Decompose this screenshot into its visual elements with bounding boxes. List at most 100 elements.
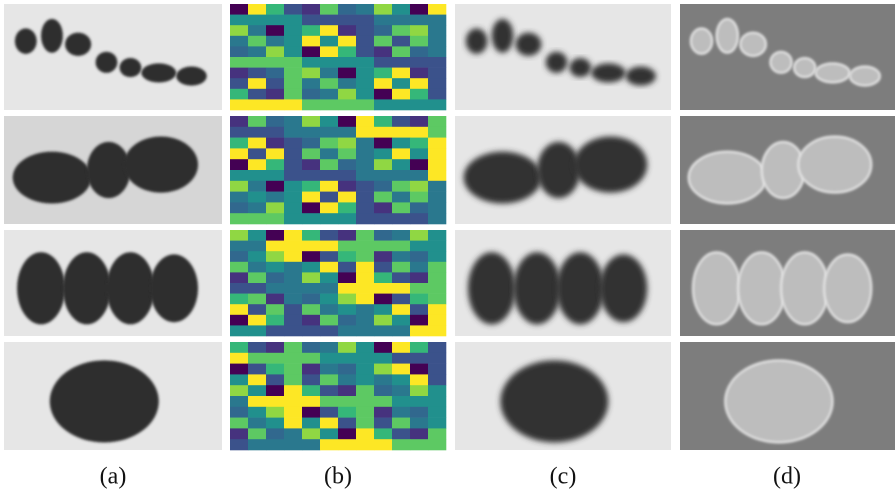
heatmap-cell bbox=[284, 89, 302, 100]
heatmap-cell bbox=[392, 4, 410, 15]
heatmap-cell bbox=[374, 364, 392, 375]
cell bbox=[87, 142, 131, 198]
cell bbox=[96, 52, 118, 73]
heatmap-cell bbox=[248, 181, 266, 192]
heatmap-cell bbox=[338, 283, 356, 294]
heatmap-cell bbox=[284, 315, 302, 326]
heatmap-cell bbox=[284, 99, 302, 110]
heatmap-cell bbox=[230, 230, 248, 241]
heatmap-cell bbox=[338, 272, 356, 283]
cell bbox=[824, 254, 871, 322]
cell bbox=[693, 252, 740, 324]
heatmap-cell bbox=[320, 315, 338, 326]
heatmap-cell bbox=[356, 116, 374, 127]
heatmap-cell bbox=[428, 272, 446, 283]
heatmap-cell bbox=[356, 15, 374, 26]
heatmap-cell bbox=[248, 396, 266, 407]
heatmap-cell bbox=[248, 4, 266, 15]
cell bbox=[537, 142, 580, 198]
heatmap-cell bbox=[338, 148, 356, 159]
heatmap-cell bbox=[248, 294, 266, 305]
heatmap-cell bbox=[356, 396, 374, 407]
cell bbox=[794, 58, 816, 77]
heatmap-cell bbox=[356, 99, 374, 110]
heatmap-cell bbox=[374, 148, 392, 159]
heatmap-cell bbox=[230, 262, 248, 273]
heatmap-cell bbox=[428, 127, 446, 138]
heatmap-cell bbox=[266, 428, 284, 439]
heatmap-cell bbox=[428, 192, 446, 203]
heatmap-cell bbox=[320, 283, 338, 294]
heatmap-cell bbox=[284, 170, 302, 181]
heatmap-cell bbox=[302, 15, 320, 26]
heatmap-cell bbox=[248, 315, 266, 326]
heatmap-cell bbox=[428, 159, 446, 170]
cell bbox=[492, 19, 514, 53]
heatmap-cell bbox=[356, 4, 374, 15]
heatmap-cell bbox=[356, 25, 374, 36]
heatmap-cell bbox=[266, 315, 284, 326]
heatmap-cell bbox=[392, 46, 410, 57]
heatmap-cell bbox=[374, 192, 392, 203]
heatmap-cell bbox=[302, 251, 320, 262]
heatmap-cell bbox=[266, 15, 284, 26]
heatmap-cell bbox=[338, 428, 356, 439]
heatmap-cell bbox=[284, 4, 302, 15]
heatmap-cell bbox=[428, 407, 446, 418]
heatmap-cell bbox=[248, 283, 266, 294]
heatmap-cell bbox=[410, 15, 428, 26]
heatmap-cell bbox=[248, 170, 266, 181]
heatmap-cell bbox=[356, 439, 374, 450]
heatmap-cell bbox=[230, 428, 248, 439]
heatmap-cell bbox=[248, 57, 266, 68]
heatmap-cell bbox=[248, 116, 266, 127]
heatmap-cell bbox=[356, 304, 374, 315]
heatmap-cell bbox=[374, 89, 392, 100]
heatmap-cell bbox=[428, 57, 446, 68]
heatmap-cell bbox=[392, 304, 410, 315]
heatmap-cell bbox=[284, 364, 302, 375]
heatmap-cell bbox=[248, 364, 266, 375]
heatmap-cell bbox=[302, 213, 320, 224]
heatmap-cell bbox=[338, 192, 356, 203]
heatmap-cell bbox=[392, 439, 410, 450]
heatmap-cell bbox=[248, 241, 266, 252]
cell bbox=[17, 252, 65, 324]
heatmap-cell bbox=[230, 202, 248, 213]
heatmap-cell bbox=[320, 148, 338, 159]
heatmap-cell bbox=[374, 439, 392, 450]
heatmap-cell bbox=[428, 353, 446, 364]
image-panel bbox=[680, 116, 895, 224]
heatmap-cell bbox=[392, 57, 410, 68]
heatmap-cell bbox=[356, 283, 374, 294]
heatmap-cell bbox=[428, 89, 446, 100]
heatmap-cell bbox=[230, 418, 248, 429]
heatmap-cell bbox=[392, 283, 410, 294]
heatmap-cell bbox=[338, 262, 356, 273]
heatmap-cell bbox=[410, 46, 428, 57]
heatmap-cell bbox=[392, 428, 410, 439]
heatmap-cell bbox=[428, 262, 446, 273]
heatmap-cell bbox=[320, 36, 338, 47]
heatmap-cell bbox=[374, 138, 392, 149]
heatmap-cell bbox=[284, 304, 302, 315]
heatmap-cell bbox=[410, 170, 428, 181]
cell bbox=[120, 58, 142, 77]
cell bbox=[600, 254, 648, 322]
heatmap-cell bbox=[356, 170, 374, 181]
heatmap-cell bbox=[392, 181, 410, 192]
heatmap-cell bbox=[428, 396, 446, 407]
cell bbox=[106, 252, 154, 324]
heatmap-cell bbox=[266, 283, 284, 294]
heatmap-cell bbox=[374, 116, 392, 127]
heatmap-cell bbox=[392, 99, 410, 110]
heatmap-cell bbox=[428, 25, 446, 36]
heatmap-cell bbox=[302, 325, 320, 336]
heatmap-cell bbox=[410, 202, 428, 213]
heatmap-cell bbox=[428, 181, 446, 192]
heatmap-cell bbox=[266, 99, 284, 110]
heatmap-cell bbox=[428, 4, 446, 15]
heatmap-cell bbox=[230, 396, 248, 407]
heatmap-cell bbox=[338, 294, 356, 305]
heatmap-cell bbox=[302, 159, 320, 170]
